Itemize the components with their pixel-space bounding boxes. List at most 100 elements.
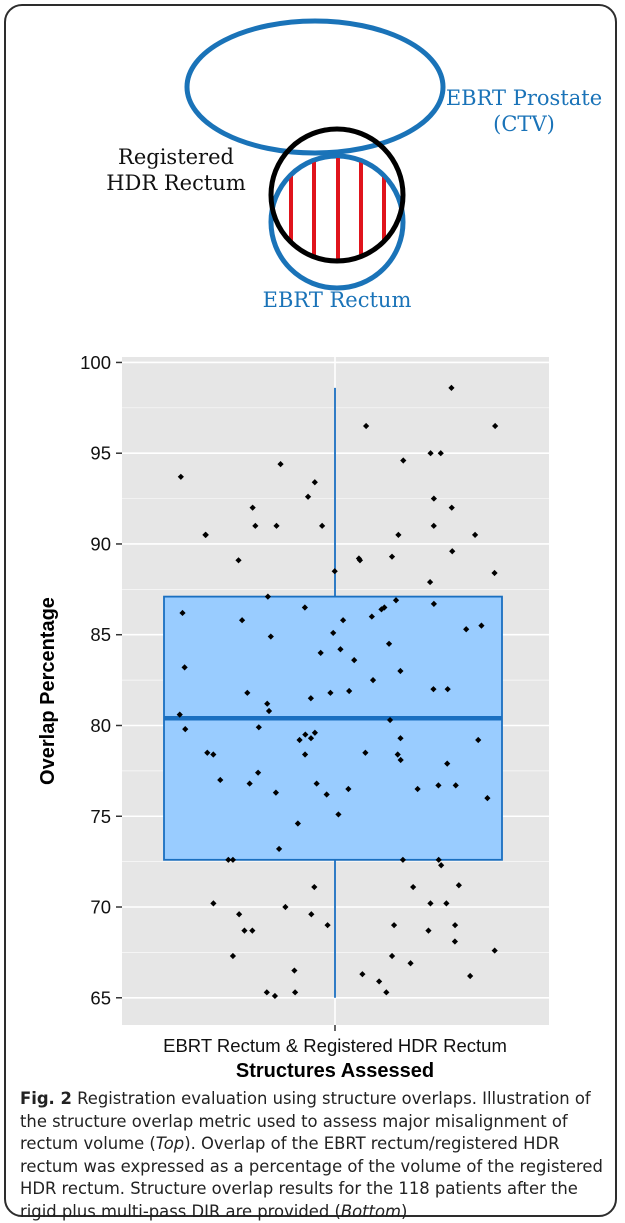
data-point [311, 479, 318, 486]
data-point [264, 700, 271, 707]
overlap-hatch [289, 158, 386, 261]
data-point [410, 883, 417, 891]
ebrt-prostate-ellipse [184, 18, 446, 156]
data-point [277, 460, 284, 468]
data-point [229, 856, 237, 863]
caption-bottom-word: Bottom [340, 1201, 401, 1221]
data-point [345, 785, 352, 793]
data-point [307, 695, 314, 702]
data-point [390, 922, 398, 929]
caption-text-3: ) [400, 1201, 408, 1221]
data-point [438, 862, 445, 869]
data-point [427, 900, 434, 907]
data-point [265, 707, 273, 715]
data-point [368, 613, 375, 620]
data-point [179, 609, 186, 617]
data-point [324, 922, 331, 929]
data-point [182, 726, 189, 733]
data-point [478, 622, 485, 629]
data-point [492, 422, 499, 430]
data-point [363, 422, 370, 430]
label-prostate-line1: EBRT Prostate [446, 86, 602, 110]
data-point [449, 548, 456, 555]
data-point [249, 504, 256, 511]
figure-canvas: EBRT Prostate (CTV) Registered HDR Rectu… [37, 18, 602, 1080]
data-point [397, 735, 404, 742]
data-point [386, 716, 394, 724]
data-point [308, 911, 315, 918]
data-point [407, 960, 414, 967]
data-point [430, 522, 437, 529]
data-point [323, 791, 330, 798]
label-ebrt-rectum: EBRT Rectum [263, 288, 412, 312]
y-tick-label: 75 [90, 806, 111, 827]
data-point [327, 689, 334, 696]
data-point [452, 782, 459, 789]
data-point [430, 686, 437, 693]
data-point [244, 689, 251, 696]
data-point [204, 749, 211, 756]
data-point [340, 617, 347, 624]
data-point [484, 794, 491, 802]
data-point [359, 971, 366, 978]
data-point [435, 856, 442, 863]
data-point [246, 780, 253, 787]
data-point [448, 384, 455, 391]
data-point [311, 729, 319, 736]
data-point [301, 751, 309, 758]
data-point [225, 856, 232, 863]
overlap-diagram: EBRT Prostate (CTV) Registered HDR Rectu… [106, 18, 602, 312]
data-point [330, 629, 337, 637]
data-point [491, 569, 498, 577]
data-point [394, 751, 401, 758]
boxplot-chart: 65 70 75 80 85 90 95 100 EBRT Rectum & Register… [37, 352, 549, 1080]
caption-text-2: ). Overlap of the EBRT rectum/registered… [20, 1134, 603, 1221]
data-point [399, 856, 407, 863]
figure-caption: Fig. 2 Registration evaluation using str… [20, 1088, 608, 1223]
y-axis-title: Overlap Percentage [37, 597, 59, 785]
box [163, 387, 503, 998]
data-point [381, 604, 388, 611]
data-point [241, 927, 248, 934]
data-point [376, 978, 383, 985]
data-point [467, 972, 474, 980]
data-point [471, 531, 479, 538]
ebrt-rectum-circle [268, 153, 406, 291]
data-point [425, 927, 432, 934]
data-point [383, 989, 390, 996]
data-point [291, 967, 298, 974]
data-point [238, 617, 246, 624]
data-point [210, 900, 217, 907]
data-point [304, 493, 312, 500]
data-point [443, 900, 450, 907]
points [176, 384, 499, 1000]
data-point [335, 811, 342, 818]
data-point [400, 457, 407, 464]
data-point [427, 450, 434, 457]
data-point [229, 952, 237, 960]
y-tick-label: 80 [90, 715, 111, 736]
data-point [271, 992, 279, 1000]
data-point [202, 531, 209, 538]
y-tick-label: 65 [90, 987, 111, 1008]
data-point [273, 522, 280, 529]
data-point [351, 657, 358, 664]
data-point [414, 785, 421, 793]
data-point [254, 769, 262, 776]
y-tick-label: 90 [90, 533, 111, 554]
data-point [451, 922, 459, 929]
data-point [319, 522, 326, 529]
data-point [263, 989, 270, 996]
label-registered-line2: HDR Rectum [106, 171, 246, 195]
y-axis: 65 70 75 80 85 90 95 100 [80, 352, 122, 1008]
data-point [177, 473, 184, 480]
data-point [317, 649, 324, 656]
data-point [272, 789, 280, 796]
caption-fig-label: Fig. 2 [20, 1089, 72, 1108]
data-point [282, 903, 289, 911]
data-point [331, 568, 338, 575]
data-point [296, 736, 303, 744]
data-point [385, 640, 393, 647]
y-tick-label: 70 [90, 897, 111, 918]
data-point [430, 495, 437, 502]
